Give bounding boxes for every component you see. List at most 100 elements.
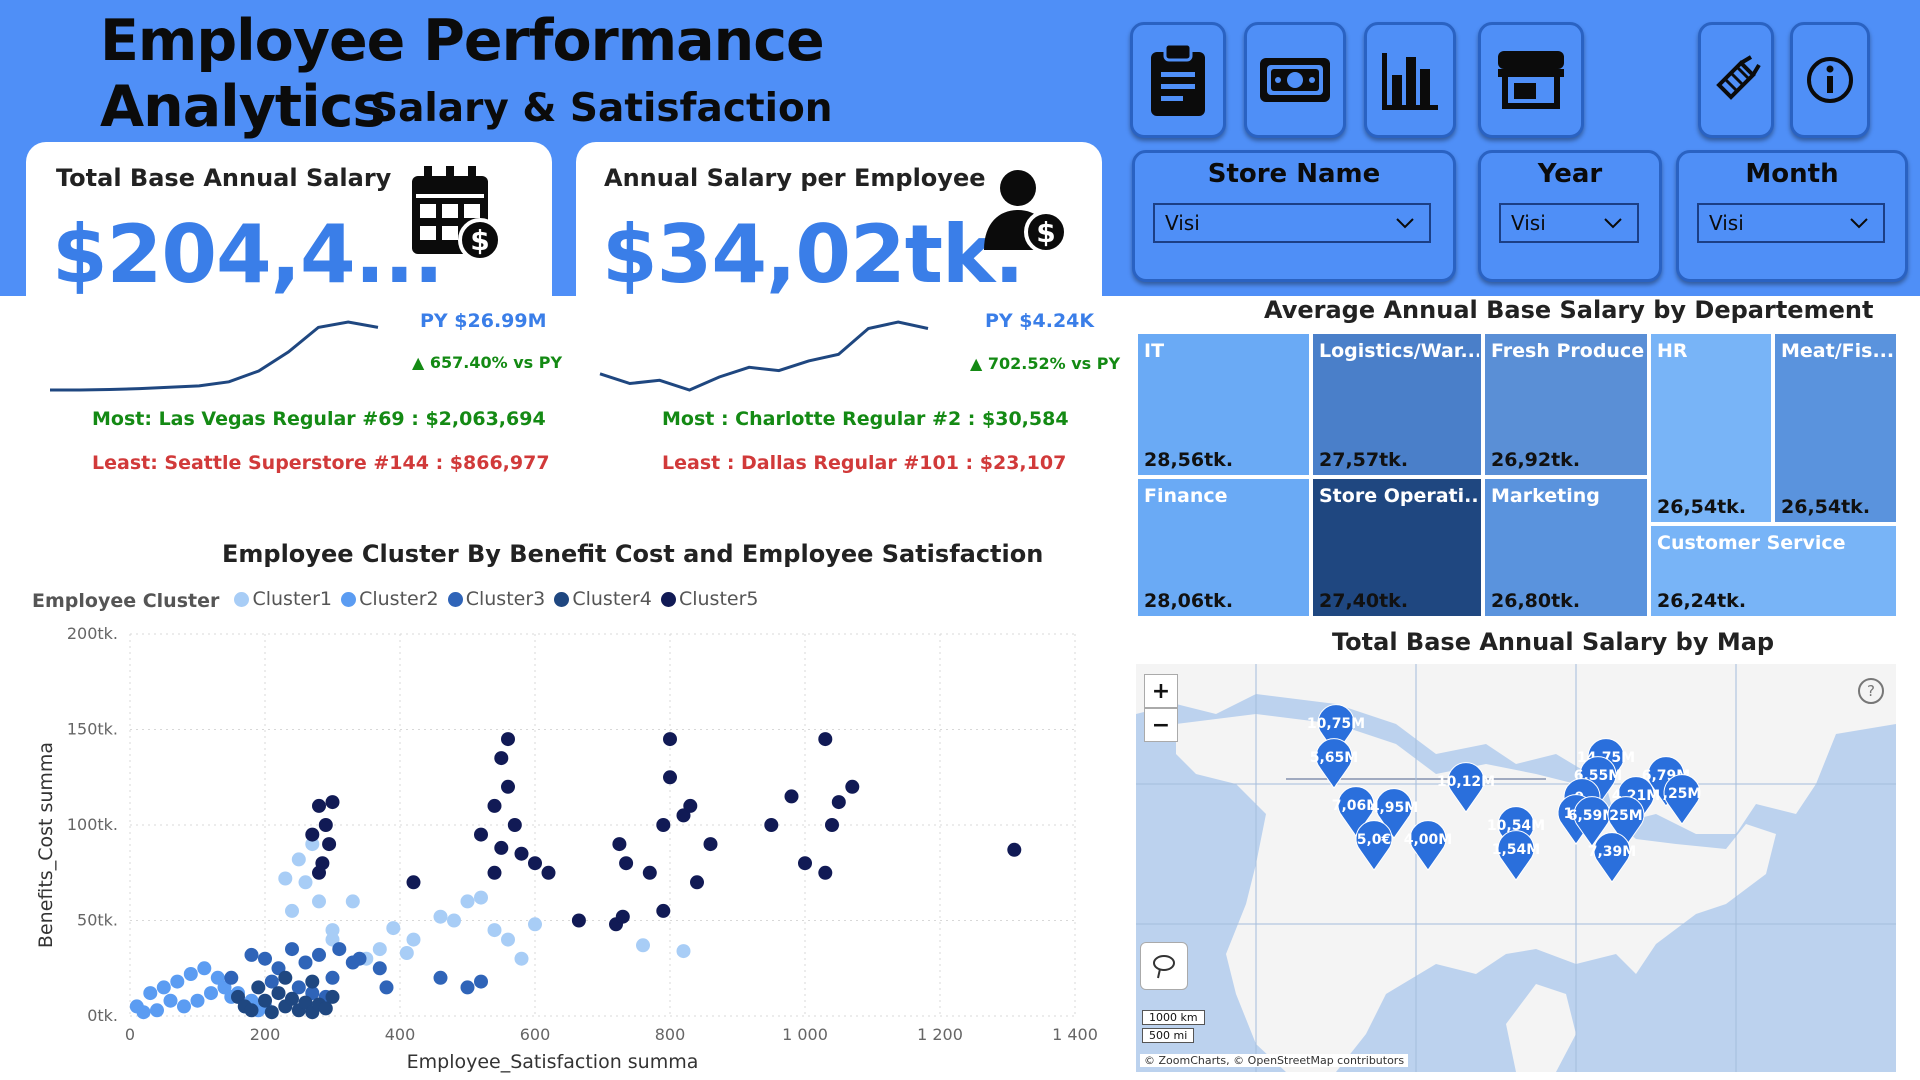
scatter-point-cluster5[interactable] [322, 837, 337, 852]
map-marker[interactable]: 25M [1600, 796, 1652, 848]
scatter-point-cluster4[interactable] [271, 986, 286, 1001]
scatter-point-cluster5[interactable] [798, 856, 812, 871]
treemap-cell-hr[interactable]: HR 26,54tk. [1649, 332, 1773, 524]
treemap-cell-logistics[interactable]: Logistics/War... 27,57tk. [1311, 332, 1483, 477]
scatter-point-cluster2[interactable] [183, 967, 198, 981]
scatter-point-cluster5[interactable] [528, 856, 542, 871]
scatter-point-cluster5[interactable] [571, 913, 586, 928]
scatter-point-cluster3[interactable] [372, 961, 387, 976]
scatter-point-cluster3[interactable] [224, 970, 239, 985]
scatter-point-cluster5[interactable] [501, 732, 515, 747]
scatter-point-cluster2[interactable] [170, 974, 185, 989]
legend-item-cluster3[interactable]: Cluster3 [447, 588, 545, 610]
scatter-point-cluster3[interactable] [244, 947, 259, 962]
scatter-point-cluster1[interactable] [298, 875, 313, 890]
scatter-point-cluster1[interactable] [487, 923, 502, 938]
map-marker[interactable]: 4,00M [1402, 820, 1454, 872]
scatter-point-cluster5[interactable] [487, 865, 502, 880]
scatter-point-cluster5[interactable] [825, 818, 839, 832]
month-dropdown[interactable]: Visi [1697, 203, 1885, 243]
scatter-point-cluster3[interactable] [460, 980, 475, 995]
scatter-point-cluster1[interactable] [406, 932, 421, 947]
info-button[interactable] [1790, 22, 1870, 138]
scatter-point-cluster1[interactable] [474, 890, 488, 905]
treemap-cell-finance[interactable]: Finance 28,06tk. [1136, 477, 1311, 618]
treemap-cell-meat-fish[interactable]: Meat/Fis... 26,54tk. [1773, 332, 1898, 524]
scatter-point-cluster5[interactable] [656, 818, 671, 832]
scatter-point-cluster5[interactable] [312, 865, 326, 880]
scatter-point-cluster5[interactable] [656, 903, 671, 918]
scatter-point-cluster3[interactable] [433, 970, 448, 985]
map-marker[interactable]: ,25M [1656, 774, 1708, 826]
map-marker[interactable]: 7,39M [1586, 832, 1638, 884]
scatter-point-cluster1[interactable] [291, 852, 306, 867]
scatter-point-cluster1[interactable] [433, 909, 448, 924]
scatter-point-cluster5[interactable] [612, 837, 627, 852]
scatter-point-cluster5[interactable] [305, 827, 320, 842]
scatter-point-cluster5[interactable] [818, 732, 833, 747]
scatter-point-cluster1[interactable] [447, 913, 461, 928]
scatter-point-cluster4[interactable] [278, 970, 293, 985]
scatter-point-cluster1[interactable] [372, 942, 387, 957]
scatter-point-cluster5[interactable] [501, 779, 515, 794]
scatter-chart[interactable]: 0 200 400 600 800 1 000 1 200 1 400 0tk. 50tk. 100… [20, 620, 1100, 1080]
treemap-cell-store-operations[interactable]: Store Operati... 27,40tk. [1311, 477, 1483, 618]
lasso-select-button[interactable] [1140, 942, 1188, 990]
scatter-point-cluster1[interactable] [528, 917, 542, 932]
scatter-point-cluster5[interactable] [831, 795, 846, 810]
legend-item-cluster4[interactable]: Cluster4 [554, 588, 652, 610]
scatter-point-cluster3[interactable] [474, 974, 488, 989]
scatter-point-cluster5[interactable] [1007, 842, 1022, 857]
scatter-point-cluster5[interactable] [784, 789, 799, 804]
scatter-point-cluster4[interactable] [258, 993, 272, 1008]
treemap-cell-customer-service[interactable]: Customer Service 26,24tk. [1649, 524, 1898, 618]
map-marker[interactable]: 10,12M [1437, 762, 1495, 814]
treemap-cell-it[interactable]: IT 28,56tk. [1136, 332, 1311, 477]
nav-button-store[interactable] [1478, 22, 1584, 138]
scatter-point-cluster5[interactable] [487, 798, 502, 813]
nav-button-bar-chart[interactable] [1364, 22, 1456, 138]
scatter-point-cluster3[interactable] [258, 951, 272, 966]
map-marker[interactable]: 1,54M [1490, 830, 1542, 882]
scatter-point-cluster5[interactable] [663, 732, 677, 747]
nav-button-clipboard[interactable] [1130, 22, 1226, 138]
scatter-point-cluster5[interactable] [325, 795, 340, 810]
scatter-point-cluster2[interactable] [136, 1005, 151, 1020]
scatter-point-cluster4[interactable] [325, 989, 340, 1004]
salary-map[interactable]: + − ? 1000 km 500 mi © ZoomCharts, © Ope… [1136, 664, 1896, 1072]
scatter-point-cluster2[interactable] [177, 999, 191, 1014]
scatter-point-cluster4[interactable] [285, 991, 299, 1006]
scatter-point-cluster5[interactable] [541, 865, 556, 880]
map-marker[interactable]: 5,65M [1308, 738, 1360, 790]
scatter-point-cluster5[interactable] [406, 875, 421, 890]
scatter-point-cluster5[interactable] [818, 865, 833, 880]
store-name-dropdown[interactable]: Visi [1153, 203, 1431, 243]
scatter-point-cluster1[interactable] [386, 921, 401, 936]
scatter-point-cluster3[interactable] [325, 970, 340, 985]
scatter-point-cluster3[interactable] [291, 980, 306, 995]
scatter-point-cluster1[interactable] [636, 938, 650, 953]
treemap-cell-marketing[interactable]: Marketing 26,80tk. [1483, 477, 1649, 618]
scatter-point-cluster4[interactable] [264, 1005, 279, 1020]
scatter-point-cluster2[interactable] [190, 993, 205, 1008]
scatter-point-cluster5[interactable] [642, 865, 657, 880]
clear-filters-button[interactable] [1698, 22, 1774, 138]
scatter-point-cluster5[interactable] [663, 770, 677, 785]
year-dropdown[interactable]: Visi [1499, 203, 1639, 243]
scatter-point-cluster3[interactable] [312, 947, 326, 962]
zoom-out-button[interactable]: − [1144, 708, 1178, 742]
scatter-point-cluster1[interactable] [399, 946, 414, 960]
nav-button-money[interactable] [1244, 22, 1346, 138]
scatter-point-cluster5[interactable] [845, 779, 860, 794]
scatter-point-cluster4[interactable] [305, 974, 320, 989]
scatter-point-cluster1[interactable] [514, 951, 529, 966]
scatter-point-cluster5[interactable] [683, 798, 698, 813]
scatter-point-cluster1[interactable] [312, 894, 326, 909]
scatter-point-cluster1[interactable] [345, 894, 360, 909]
scatter-point-cluster3[interactable] [379, 980, 394, 995]
scatter-point-cluster1[interactable] [278, 871, 293, 886]
scatter-point-cluster5[interactable] [615, 909, 630, 924]
scatter-point-cluster5[interactable] [507, 818, 522, 832]
scatter-point-cluster5[interactable] [494, 840, 509, 855]
treemap-cell-fresh-produce[interactable]: Fresh Produce 26,92tk. [1483, 332, 1649, 477]
